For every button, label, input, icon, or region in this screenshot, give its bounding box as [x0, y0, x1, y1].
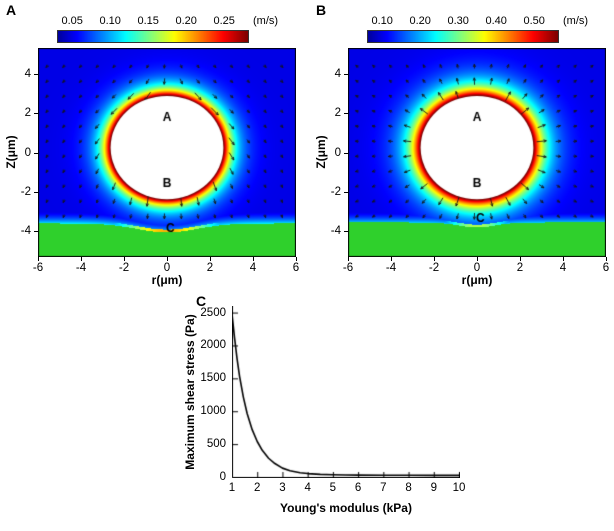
y-tick-label: 500	[206, 438, 226, 451]
panel-b-letter: B	[316, 2, 327, 18]
x-tick-label: 6	[292, 262, 300, 274]
colorbar-tick-label: 0.15	[137, 15, 159, 27]
x-tick-mark	[296, 257, 297, 261]
colorbar-tick-label: 0.25	[213, 15, 235, 27]
x-tick-label: -2	[428, 262, 440, 274]
y-tick-label: 0	[24, 146, 31, 159]
x-tick-mark	[434, 257, 435, 261]
y-tick-mark	[34, 191, 38, 193]
x-tick-label: 9	[430, 482, 437, 494]
colorbar-tick-label: 0.20	[409, 15, 431, 27]
y-tick-label: 2000	[200, 339, 226, 352]
y-tick-mark	[344, 113, 348, 115]
velocity-field-heatmap-b	[348, 48, 606, 257]
colorbar-b	[367, 30, 559, 43]
panel-c-letter: C	[196, 293, 207, 309]
y-tick-mark	[34, 113, 38, 115]
x-tick-mark	[348, 257, 349, 261]
x-tick-mark	[124, 257, 125, 261]
x-tick-label: 4	[304, 482, 311, 494]
panel-a: A (m/s) Z(μm) r(μm) 0.05 0.10 0.15 0.20 0.25…	[0, 0, 307, 292]
x-tick-mark	[563, 257, 564, 261]
y-tick-mark	[344, 231, 348, 233]
x-tick-label: 6	[602, 262, 610, 274]
colorbar-tick-label: 0.20	[175, 15, 197, 27]
panel-b-ylabel: Z(μm)	[314, 135, 328, 169]
y-tick-label: -2	[330, 185, 341, 198]
colorbar-a-unit: (m/s)	[253, 15, 279, 27]
x-tick-label: -2	[118, 262, 130, 274]
x-tick-label: 10	[452, 482, 466, 494]
x-tick-mark	[253, 257, 254, 261]
panel-a-ylabel: Z(μm)	[4, 135, 18, 169]
colorbar-tick-label: 0.40	[485, 15, 507, 27]
x-tick-mark	[391, 257, 392, 261]
x-tick-label: 2	[206, 262, 214, 274]
x-tick-mark	[520, 257, 521, 261]
velocity-field-heatmap-a	[38, 48, 296, 257]
x-tick-label: 2	[254, 482, 261, 494]
panel-a-xlabel: r(μm)	[151, 273, 183, 287]
y-tick-mark	[344, 152, 348, 154]
y-tick-label: 2	[334, 107, 341, 120]
x-tick-label: 6	[354, 482, 362, 494]
x-tick-label: 5	[329, 482, 337, 494]
y-tick-label: 0	[334, 146, 341, 159]
panel-c-ylabel: Maximum shear stress (Pa)	[183, 314, 197, 470]
colorbar-tick-label: 0.05	[61, 15, 83, 27]
x-tick-label: 4	[559, 262, 567, 274]
colorbar-tick-label: 0.10	[371, 15, 393, 27]
y-tick-label: -2	[20, 185, 31, 198]
panel-b: B (m/s) Z(μm) r(μm) 0.10 0.20 0.30 0.40 0.50…	[310, 0, 614, 292]
y-tick-label: 2500	[200, 306, 226, 319]
x-tick-label: 1	[228, 482, 236, 494]
colorbar-tick-label: 0.50	[523, 15, 545, 27]
x-tick-label: 7	[380, 482, 387, 494]
panel-a-letter: A	[6, 2, 17, 18]
colorbar-a	[57, 30, 249, 43]
y-tick-mark	[344, 191, 348, 193]
y-tick-label: -4	[20, 225, 31, 238]
panel-b-xlabel: r(μm)	[461, 273, 493, 287]
x-tick-mark	[38, 257, 39, 261]
x-tick-label: 3	[279, 482, 286, 494]
x-tick-mark	[81, 257, 82, 261]
colorbar-tick-label: 0.30	[447, 15, 469, 27]
panel-c: C Maximum shear stress (Pa) Young's modu…	[0, 292, 614, 531]
colorbar-b-unit: (m/s)	[563, 15, 589, 27]
x-tick-label: -6	[342, 262, 354, 274]
y-tick-mark	[34, 231, 38, 233]
x-tick-label: 0	[163, 262, 171, 274]
y-tick-label: 4	[334, 67, 341, 80]
y-tick-mark	[344, 73, 348, 75]
x-tick-mark	[167, 257, 168, 261]
x-tick-label: -6	[32, 262, 44, 274]
shear-stress-line-chart	[232, 306, 460, 478]
y-tick-mark	[34, 73, 38, 75]
x-tick-label: 4	[249, 262, 257, 274]
y-tick-label: 0	[219, 471, 226, 483]
y-tick-label: 1000	[200, 405, 226, 418]
colorbar-tick-label: 0.10	[99, 15, 121, 27]
panel-c-xlabel: Young's modulus (kPa)	[280, 501, 412, 515]
y-tick-label: -4	[330, 225, 341, 238]
x-tick-mark	[606, 257, 607, 261]
y-tick-mark	[34, 152, 38, 154]
x-tick-label: -4	[385, 262, 397, 274]
y-tick-label: 2	[24, 107, 31, 120]
x-tick-label: -4	[75, 262, 87, 274]
y-tick-label: 4	[24, 67, 31, 80]
x-tick-label: 2	[516, 262, 524, 274]
x-tick-label: 8	[405, 482, 412, 494]
y-tick-label: 1500	[200, 372, 226, 385]
x-tick-label: 0	[473, 262, 481, 274]
x-tick-mark	[210, 257, 211, 261]
x-tick-mark	[477, 257, 478, 261]
